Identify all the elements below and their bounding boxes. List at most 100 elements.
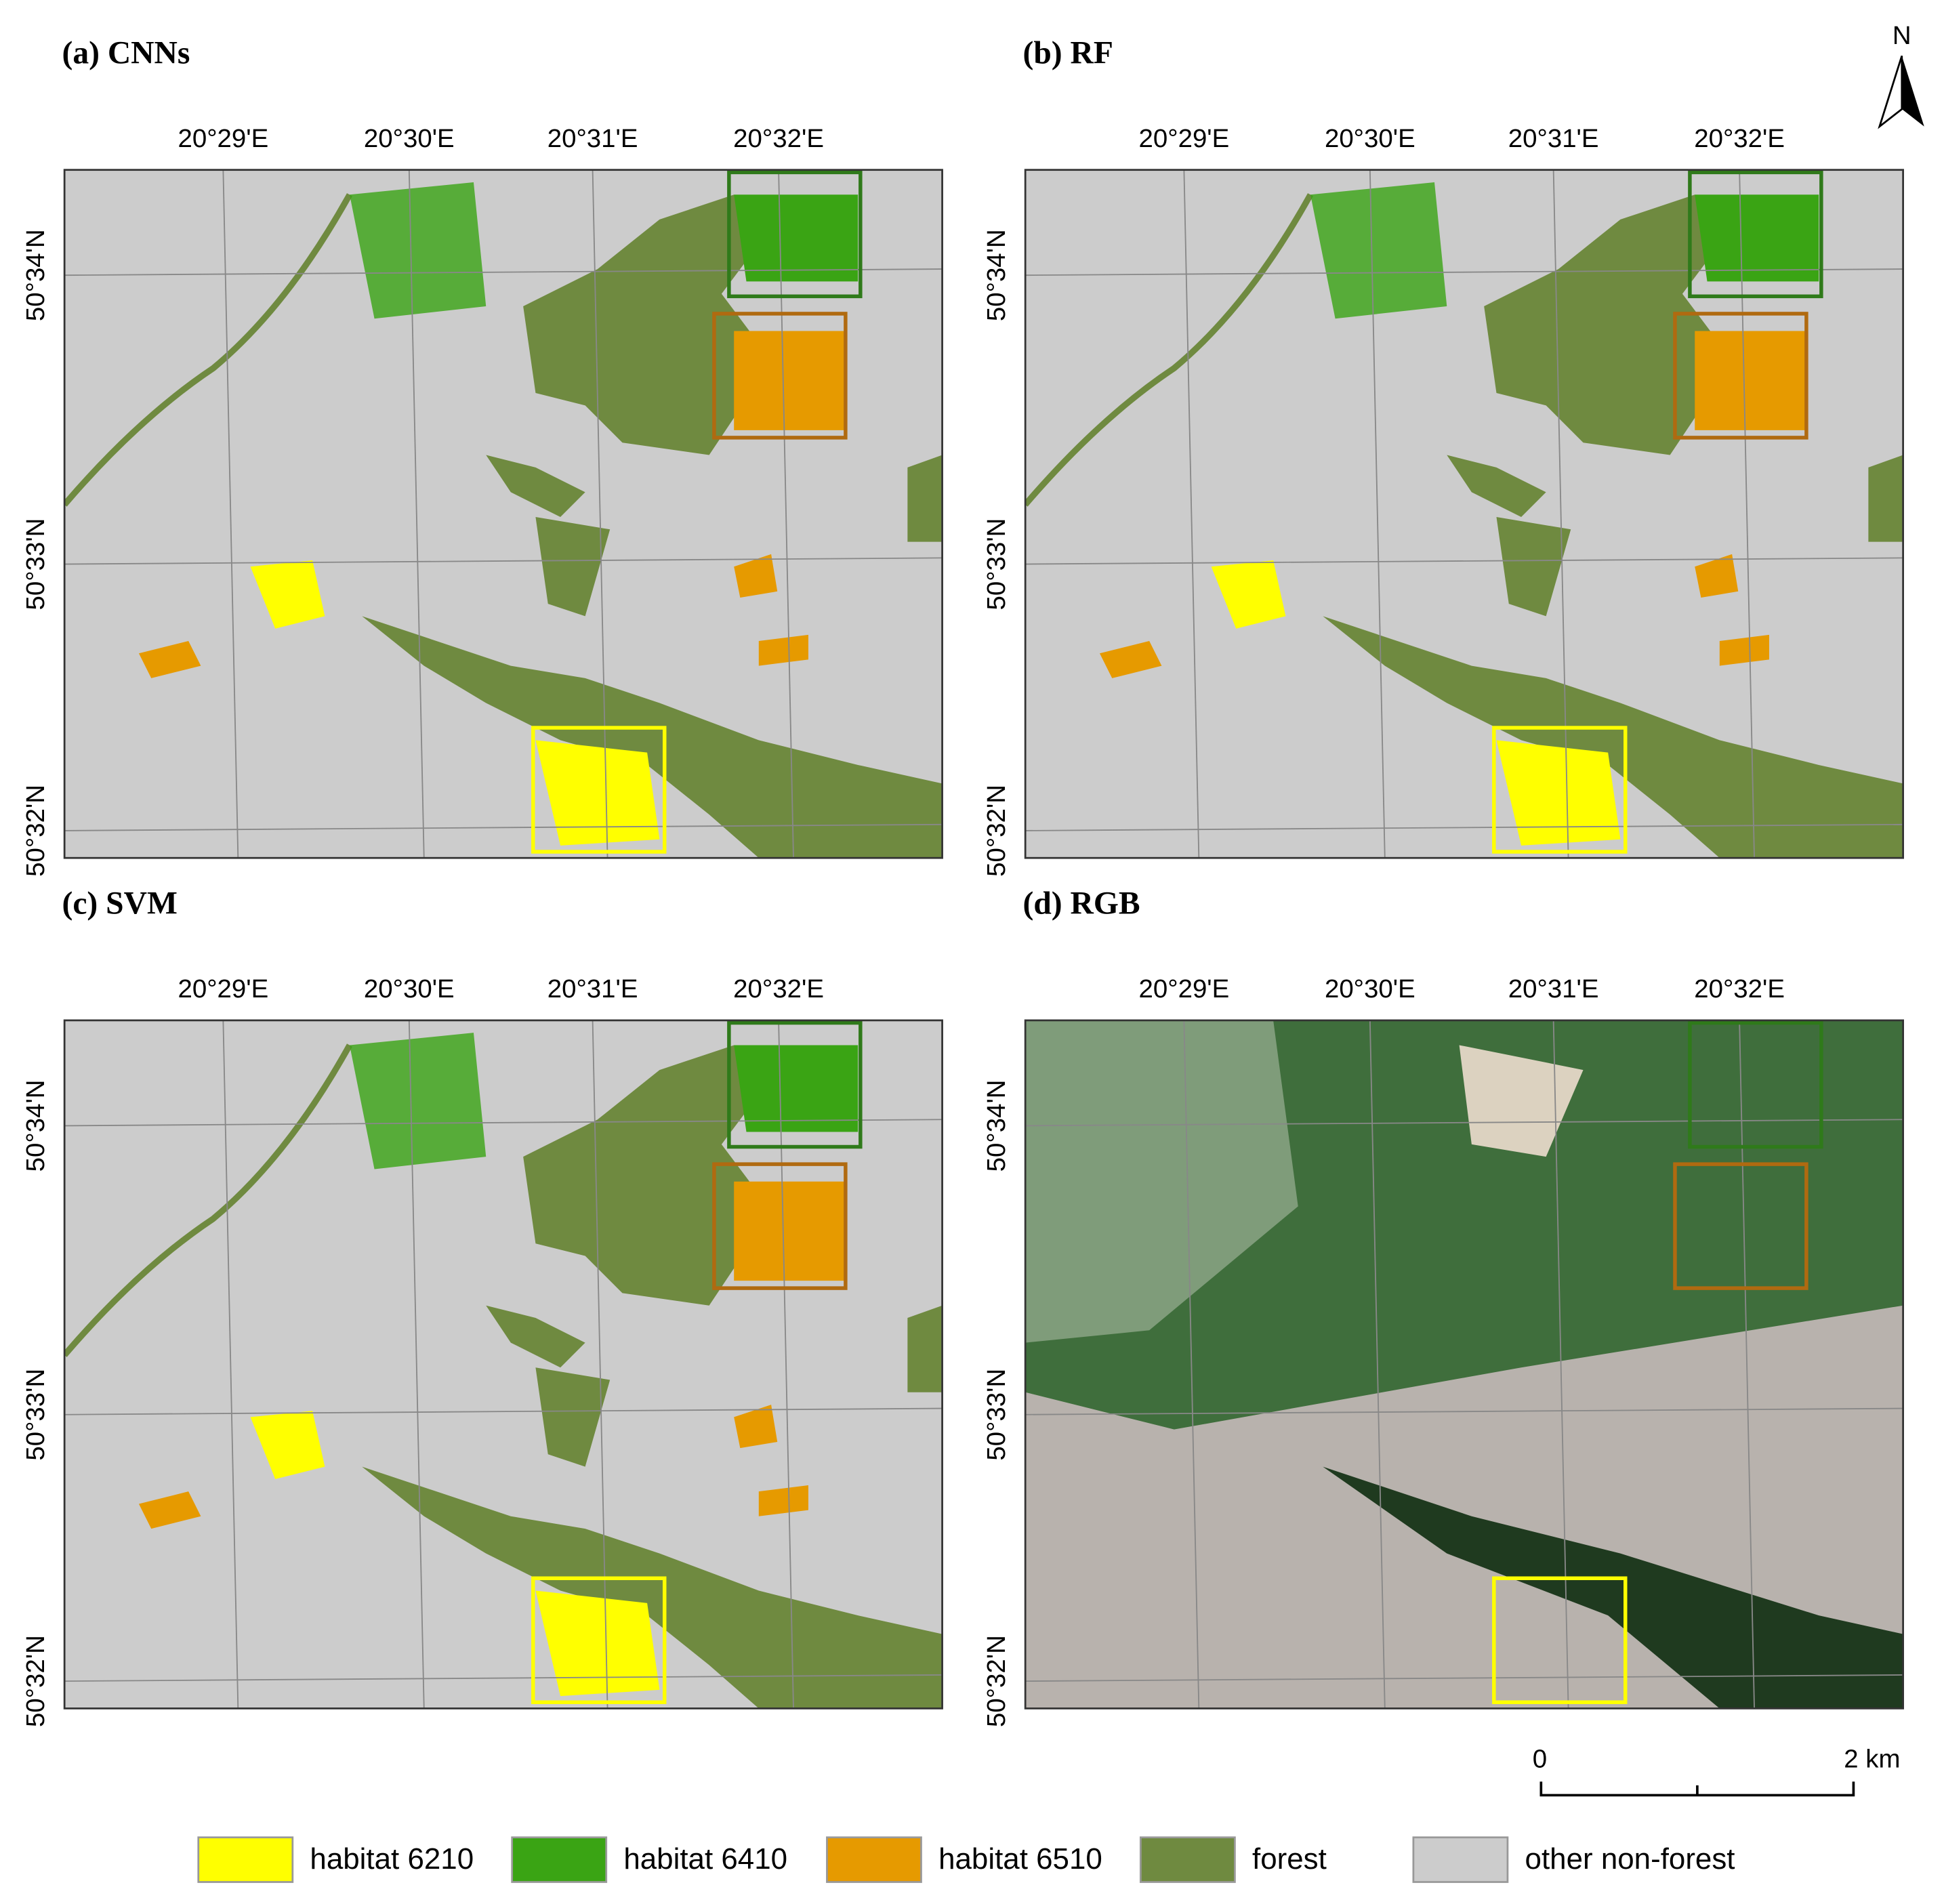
latitude-label: 50°32'N bbox=[21, 785, 50, 877]
graticule bbox=[1025, 268, 1903, 276]
latitude-label: 50°33'N bbox=[21, 1369, 50, 1461]
map-border bbox=[1024, 169, 1904, 859]
latitude-label: 50°32'N bbox=[982, 785, 1011, 877]
map-frame bbox=[1025, 169, 1903, 858]
graticule bbox=[1739, 169, 1755, 858]
longitude-label: 20°30'E bbox=[364, 974, 455, 1003]
longitude-label: 20°31'E bbox=[547, 124, 638, 153]
longitude-label: 20°29'E bbox=[1139, 974, 1230, 1003]
graticule bbox=[408, 1020, 425, 1709]
highlight-box bbox=[531, 1576, 667, 1704]
legend-label: habitat 6510 bbox=[938, 1842, 1102, 1876]
graticule bbox=[1025, 557, 1903, 565]
map-panel: (d) RGB 20°29'E 20°30'E 20°31'E 20°32'E 50°34… bbox=[982, 886, 1904, 1727]
graticule bbox=[1552, 1020, 1569, 1709]
latitude-label: 50°34'N bbox=[982, 229, 1011, 321]
longitude-label: 20°30'E bbox=[364, 124, 455, 153]
longitude-label: 20°30'E bbox=[1325, 974, 1415, 1003]
graticule bbox=[1025, 1119, 1903, 1127]
graticule bbox=[222, 169, 239, 858]
latitude-label: 50°34'N bbox=[21, 229, 50, 321]
legend-swatch bbox=[826, 1836, 922, 1883]
scale-label: 2 km bbox=[1844, 1744, 1900, 1773]
map-image bbox=[1025, 170, 1903, 858]
map-panel: (b) RF 20°29'E 20°30'E 20°31'E 20°32'E 50°34'… bbox=[982, 35, 1904, 877]
graticule bbox=[64, 1674, 943, 1682]
highlight-box bbox=[1492, 1576, 1628, 1704]
longitude-label: 20°31'E bbox=[1508, 124, 1599, 153]
panel-title: (a) CNNs bbox=[62, 35, 190, 70]
highlight-box bbox=[727, 1020, 863, 1149]
latitude-label: 50°34'N bbox=[21, 1079, 50, 1172]
graticule bbox=[222, 1020, 239, 1709]
graticule bbox=[1025, 823, 1903, 831]
longitude-label: 20°31'E bbox=[1508, 974, 1599, 1003]
map-image bbox=[64, 170, 942, 858]
graticule bbox=[64, 1119, 943, 1127]
legend-label: habitat 6210 bbox=[310, 1842, 474, 1876]
graticule bbox=[64, 823, 943, 831]
longitude-label: 20°32'E bbox=[733, 974, 824, 1003]
latitude-label: 50°32'N bbox=[21, 1635, 50, 1727]
map-frame bbox=[1025, 1020, 1903, 1709]
map-border bbox=[63, 1019, 943, 1710]
longitude-label: 20°29'E bbox=[178, 124, 268, 153]
legend-swatch bbox=[1139, 1836, 1236, 1883]
longitude-label: 20°29'E bbox=[1139, 124, 1230, 153]
legend-swatch bbox=[197, 1836, 294, 1883]
highlight-box bbox=[727, 170, 863, 299]
longitude-label: 20°32'E bbox=[1694, 974, 1785, 1003]
panel-title: (b) RF bbox=[1023, 35, 1113, 70]
graticule bbox=[408, 169, 425, 858]
legend-swatch bbox=[511, 1836, 608, 1883]
graticule bbox=[1552, 169, 1569, 858]
highlight-box bbox=[531, 726, 667, 854]
longitude-label: 20°31'E bbox=[547, 974, 638, 1003]
highlight-box bbox=[712, 1162, 848, 1290]
legend-swatch bbox=[1412, 1836, 1509, 1883]
highlight-box bbox=[712, 312, 848, 440]
graticule bbox=[778, 1020, 794, 1709]
panel-title: (c) SVM bbox=[62, 886, 177, 921]
map-frame bbox=[64, 169, 943, 858]
scale-label: 0 bbox=[1533, 1744, 1547, 1773]
graticule bbox=[1025, 1674, 1903, 1682]
legend-label: other non-forest bbox=[1525, 1842, 1735, 1876]
panel-title: (d) RGB bbox=[1023, 886, 1140, 921]
graticule bbox=[64, 557, 943, 565]
latitude-label: 50°34'N bbox=[982, 1079, 1011, 1172]
longitude-label: 20°32'E bbox=[1694, 124, 1785, 153]
highlight-box bbox=[1492, 726, 1628, 854]
latitude-label: 50°33'N bbox=[982, 518, 1011, 610]
north-arrow bbox=[1901, 56, 1924, 127]
latitude-label: 50°33'N bbox=[21, 518, 50, 610]
highlight-box bbox=[1688, 1020, 1823, 1149]
map-panel: (c) SVM 20°29'E 20°30'E 20°31'E 20°32'E 50°34… bbox=[21, 886, 943, 1727]
graticule bbox=[64, 1407, 943, 1415]
map-frame bbox=[64, 1020, 943, 1709]
map-image bbox=[1025, 1020, 1903, 1709]
highlight-box bbox=[1673, 312, 1808, 440]
graticule bbox=[778, 169, 794, 858]
graticule bbox=[1369, 1020, 1386, 1709]
graticule bbox=[1739, 1020, 1755, 1709]
north-arrow bbox=[1878, 55, 1903, 129]
latitude-label: 50°32'N bbox=[982, 1635, 1011, 1727]
legend-label: habitat 6410 bbox=[623, 1842, 787, 1876]
longitude-label: 20°30'E bbox=[1325, 124, 1415, 153]
map-image bbox=[64, 1020, 942, 1708]
graticule bbox=[1183, 169, 1200, 858]
map-panel: (a) CNNs 20°29'E 20°30'E 20°31'E 20°32'E 50°3… bbox=[21, 35, 943, 877]
graticule bbox=[1025, 1407, 1903, 1415]
graticule bbox=[1369, 169, 1386, 858]
longitude-label: 20°29'E bbox=[178, 974, 268, 1003]
legend-label: forest bbox=[1252, 1842, 1327, 1876]
graticule bbox=[1183, 1020, 1200, 1709]
map-border bbox=[1024, 1019, 1904, 1710]
graticule bbox=[64, 268, 943, 276]
graticule bbox=[592, 169, 608, 858]
north-label: N bbox=[1893, 21, 1911, 50]
highlight-box bbox=[1688, 170, 1823, 299]
